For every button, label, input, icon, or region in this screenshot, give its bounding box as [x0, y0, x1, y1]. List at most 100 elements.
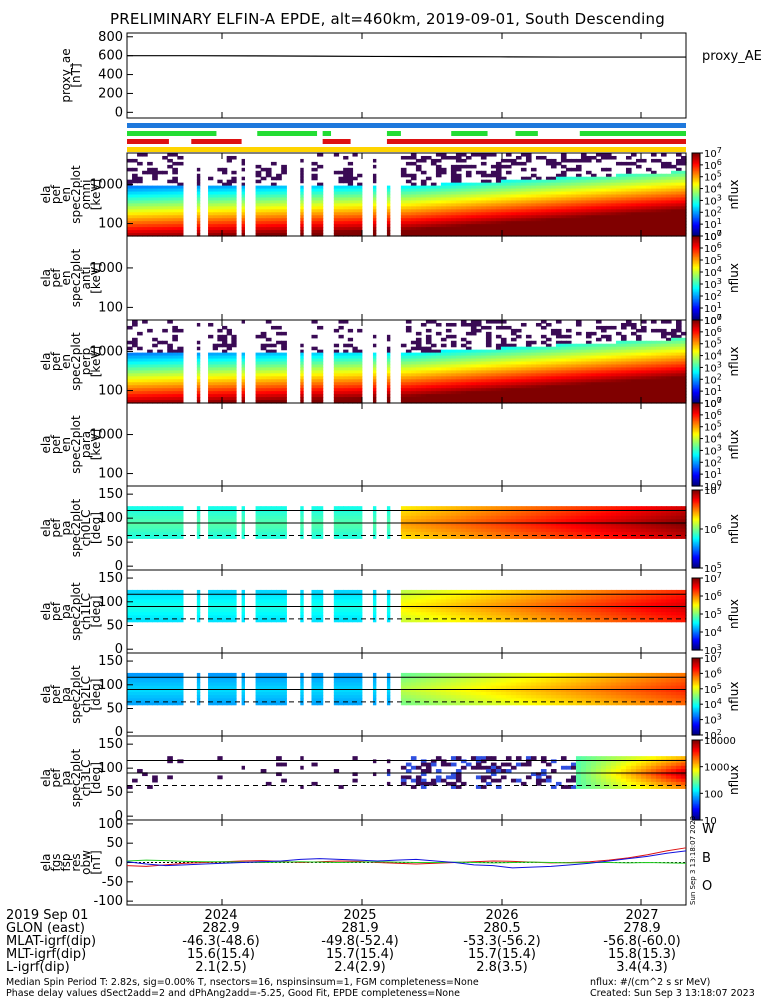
- heatmap-cell: [157, 221, 163, 225]
- heatmap-cell: [610, 382, 617, 386]
- heatmap-cell: [343, 528, 349, 533]
- heatmap-cell: [450, 382, 457, 386]
- heatmap-cell: [600, 153, 607, 157]
- heatmap-cell: [650, 400, 657, 404]
- heatmap-cell: [480, 185, 487, 190]
- heatmap-cell: [550, 379, 557, 383]
- heatmap-cell: [565, 509, 572, 514]
- heatmap-cell: [465, 355, 472, 360]
- heatmap-cell: [560, 379, 567, 383]
- heatmap-cell: [430, 525, 437, 530]
- heatmap-cell: [338, 185, 344, 190]
- heatmap-cell: [450, 509, 457, 514]
- heatmap-cell: [480, 352, 487, 357]
- heatmap-cell: [333, 355, 340, 360]
- heatmap-cell: [222, 522, 228, 527]
- heatmap-cell: [147, 355, 153, 360]
- heatmap-cell: [655, 203, 662, 207]
- heatmap-cell: [172, 209, 178, 213]
- heatmap-cell: [675, 182, 682, 187]
- heatmap-cell: [620, 191, 627, 196]
- heatmap-cell: [530, 230, 537, 234]
- heatmap-cell: [570, 197, 577, 202]
- heatmap-cell: [137, 215, 143, 219]
- heatmap-cell: [435, 158, 442, 163]
- heatmap-cell: [212, 400, 218, 404]
- heatmap-cell: [540, 340, 547, 345]
- heatmap-cell: [347, 376, 354, 380]
- heatmap-cell: [610, 535, 617, 539]
- heatmap-cell: [540, 361, 547, 366]
- heatmap-cell: [270, 182, 277, 187]
- heatmap-cell: [265, 352, 272, 357]
- heatmap-cell: [450, 397, 457, 401]
- heatmap-cell: [645, 173, 652, 178]
- heatmap-cell: [167, 355, 173, 360]
- heatmap-cell: [343, 209, 349, 213]
- heatmap-cell: [343, 391, 349, 395]
- heatmap-cell: [505, 522, 512, 527]
- heatmap-cell: [495, 167, 502, 172]
- heatmap-cell: [640, 182, 647, 187]
- heatmap-cell: [545, 379, 552, 383]
- heatmap-cell: [500, 191, 507, 196]
- heatmap-cell: [620, 325, 627, 330]
- heatmap-cell: [172, 515, 178, 520]
- heatmap-cell: [142, 535, 148, 539]
- heatmap-cell: [470, 212, 477, 216]
- heatmap-cell: [495, 161, 502, 166]
- heatmap-cell: [525, 191, 532, 196]
- heatmap-cell: [655, 400, 662, 404]
- heatmap-cell: [630, 364, 637, 369]
- heatmap-cell: [231, 388, 237, 392]
- heatmap-cell: [435, 382, 442, 386]
- heatmap-cell: [167, 227, 173, 231]
- heatmap-cell: [217, 185, 223, 190]
- heatmap-cell: [585, 158, 592, 163]
- heatmap-cell: [510, 382, 517, 386]
- heatmap-cell: [142, 224, 148, 228]
- heatmap-cell: [530, 233, 537, 237]
- heatmap-cell: [347, 512, 354, 517]
- heatmap-cell: [585, 179, 592, 184]
- heatmap-cell: [570, 224, 577, 228]
- heatmap-cell: [372, 158, 377, 163]
- heatmap-cell: [525, 218, 532, 222]
- heatmap-cell: [655, 340, 662, 345]
- heatmap-cell: [680, 376, 687, 380]
- heatmap-cell: [281, 512, 287, 517]
- heatmap-cell: [660, 212, 667, 216]
- heatmap-cell: [265, 227, 272, 231]
- heatmap-cell: [450, 373, 457, 377]
- heatmap-cell: [450, 385, 457, 389]
- heatmap-cell: [495, 535, 502, 539]
- heatmap-cell: [352, 506, 358, 510]
- heatmap-cell: [405, 161, 412, 166]
- heatmap-cell: [255, 206, 262, 210]
- heatmap-cell: [645, 224, 652, 228]
- heatmap-cell: [515, 358, 522, 363]
- heatmap-cell: [212, 385, 218, 389]
- heatmap-cell: [415, 200, 422, 204]
- heatmap-cell: [208, 230, 214, 234]
- heatmap-cell: [620, 355, 627, 360]
- heatmap-cell: [132, 512, 138, 517]
- heatmap-cell: [555, 509, 562, 514]
- energy-spectrogram: [127, 320, 687, 404]
- heatmap-cell: [655, 364, 662, 369]
- heatmap-cell: [515, 194, 522, 199]
- heatmap-cell: [152, 367, 158, 371]
- heatmap-cell: [276, 227, 282, 231]
- heatmap-cell: [540, 197, 547, 202]
- heatmap-cell: [255, 358, 262, 363]
- heatmap-cell: [212, 531, 218, 536]
- energy-spectrogram: [127, 153, 687, 237]
- heatmap-cell: [655, 352, 662, 357]
- heatmap-cell: [352, 400, 358, 404]
- heatmap-cell: [281, 224, 287, 228]
- heatmap-cell: [455, 218, 462, 222]
- heatmap-cell: [343, 525, 349, 530]
- heatmap-cell: [500, 194, 507, 199]
- heatmap-cell: [615, 233, 622, 237]
- heatmap-cell: [510, 535, 517, 539]
